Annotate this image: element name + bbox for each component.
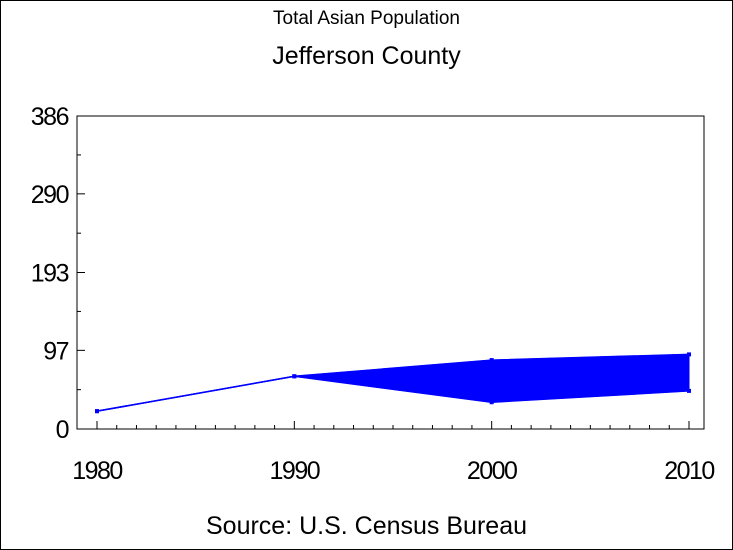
- data-point: [292, 374, 297, 379]
- y-tick-label: 386: [31, 103, 69, 131]
- y-tick-label: 193: [31, 260, 69, 288]
- x-tick-label: 2000: [467, 457, 517, 485]
- y-tick-label: 0: [56, 416, 69, 444]
- chart-title: Total Asian Population: [273, 8, 460, 29]
- chart-subtitle: Jefferson County: [272, 42, 461, 70]
- series-band: [96, 353, 690, 412]
- x-tick-label: 1980: [72, 457, 122, 485]
- data-point: [489, 400, 494, 405]
- data-point: [687, 388, 691, 393]
- y-tick-label: 97: [43, 337, 68, 365]
- data-point: [489, 358, 494, 363]
- data-point: [95, 409, 99, 414]
- y-tick-label: 290: [31, 181, 69, 209]
- chart-source: Source: U.S. Census Bureau: [206, 512, 527, 540]
- x-tick-label: 1990: [270, 457, 320, 485]
- series-line: [96, 375, 690, 412]
- data-point: [687, 352, 691, 357]
- x-tick-label: 2010: [664, 457, 714, 485]
